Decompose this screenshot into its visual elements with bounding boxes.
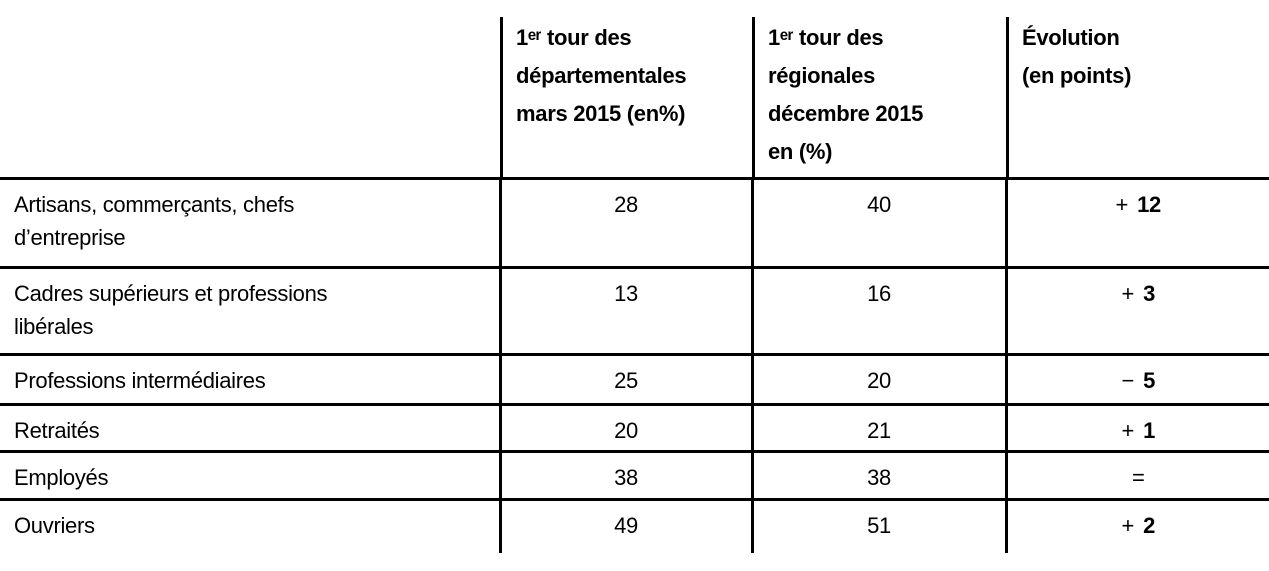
- col-header-regionales-label: 1ᵉʳ tour des régionales décembre 2015 en…: [752, 17, 1006, 177]
- table-row: Cadres supérieurs et professions libéral…: [0, 266, 1269, 355]
- cell-regionales: 16: [750, 266, 1006, 355]
- row-label-cell: Professions intermédiaires: [0, 353, 500, 405]
- evolution-sign: +: [1121, 418, 1135, 443]
- cell-evolution: −5: [1004, 353, 1269, 405]
- evolution-sign: +: [1121, 281, 1135, 306]
- row-label: Retraités: [14, 418, 100, 443]
- cell-evolution: =: [1004, 450, 1269, 500]
- cell-evolution: +2: [1004, 498, 1269, 553]
- corner-header-empty: [0, 0, 500, 179]
- table-row: Employés 38 38 =: [0, 450, 1269, 500]
- row-label-cell: Artisans, commerçants, chefs d’entrepris…: [0, 177, 500, 268]
- header-row: 1ᵉʳ tour des départementales mars 2015 (…: [0, 0, 1269, 179]
- row-label: Artisans, commerçants, chefs d’entrepris…: [14, 192, 295, 250]
- cell-regionales: 51: [750, 498, 1006, 553]
- table-row: Retraités 20 21 +1: [0, 403, 1269, 452]
- cell-regionales: 21: [750, 403, 1006, 452]
- col-header-evolution: Évolution (en points): [1006, 0, 1269, 179]
- evolution-sign: +: [1121, 513, 1135, 538]
- cell-departementales: 38: [498, 450, 752, 500]
- cell-evolution: +1: [1004, 403, 1269, 452]
- evolution-sign: =: [1131, 465, 1145, 490]
- cell-departementales: 25: [498, 353, 752, 405]
- row-label-cell: Cadres supérieurs et professions libéral…: [0, 266, 500, 355]
- cell-regionales: 38: [750, 450, 1006, 500]
- evolution-sign: −: [1121, 368, 1135, 393]
- evolution-value: 5: [1143, 368, 1155, 393]
- evolution-value: 3: [1143, 281, 1155, 306]
- cell-departementales: 49: [498, 498, 752, 553]
- col-header-departementales: 1ᵉʳ tour des départementales mars 2015 (…: [500, 0, 752, 179]
- cell-regionales: 20: [750, 353, 1006, 405]
- cell-departementales: 13: [498, 266, 752, 355]
- table-row: Artisans, commerçants, chefs d’entrepris…: [0, 177, 1269, 268]
- col-header-evolution-label: Évolution (en points): [1006, 17, 1269, 177]
- col-header-departementales-label: 1ᵉʳ tour des départementales mars 2015 (…: [500, 17, 752, 177]
- cell-evolution: +12: [1004, 177, 1269, 268]
- row-label-cell: Ouvriers: [0, 498, 500, 553]
- election-results-table: 1ᵉʳ tour des départementales mars 2015 (…: [0, 0, 1269, 553]
- evolution-value: 12: [1137, 192, 1161, 217]
- cell-evolution: +3: [1004, 266, 1269, 355]
- cell-regionales: 40: [750, 177, 1006, 268]
- row-label: Cadres supérieurs et professions libéral…: [14, 281, 328, 339]
- evolution-value: 1: [1143, 418, 1155, 443]
- evolution-sign: +: [1115, 192, 1129, 217]
- row-label: Ouvriers: [14, 513, 95, 538]
- cell-departementales: 28: [498, 177, 752, 268]
- table-row: Ouvriers 49 51 +2: [0, 498, 1269, 553]
- row-label-cell: Retraités: [0, 403, 500, 452]
- row-label-cell: Employés: [0, 450, 500, 500]
- row-label: Employés: [14, 465, 109, 490]
- evolution-value: 2: [1143, 513, 1155, 538]
- row-label: Professions intermédiaires: [14, 368, 266, 393]
- cell-departementales: 20: [498, 403, 752, 452]
- table-row: Professions intermédiaires 25 20 −5: [0, 353, 1269, 405]
- col-header-regionales: 1ᵉʳ tour des régionales décembre 2015 en…: [752, 0, 1006, 179]
